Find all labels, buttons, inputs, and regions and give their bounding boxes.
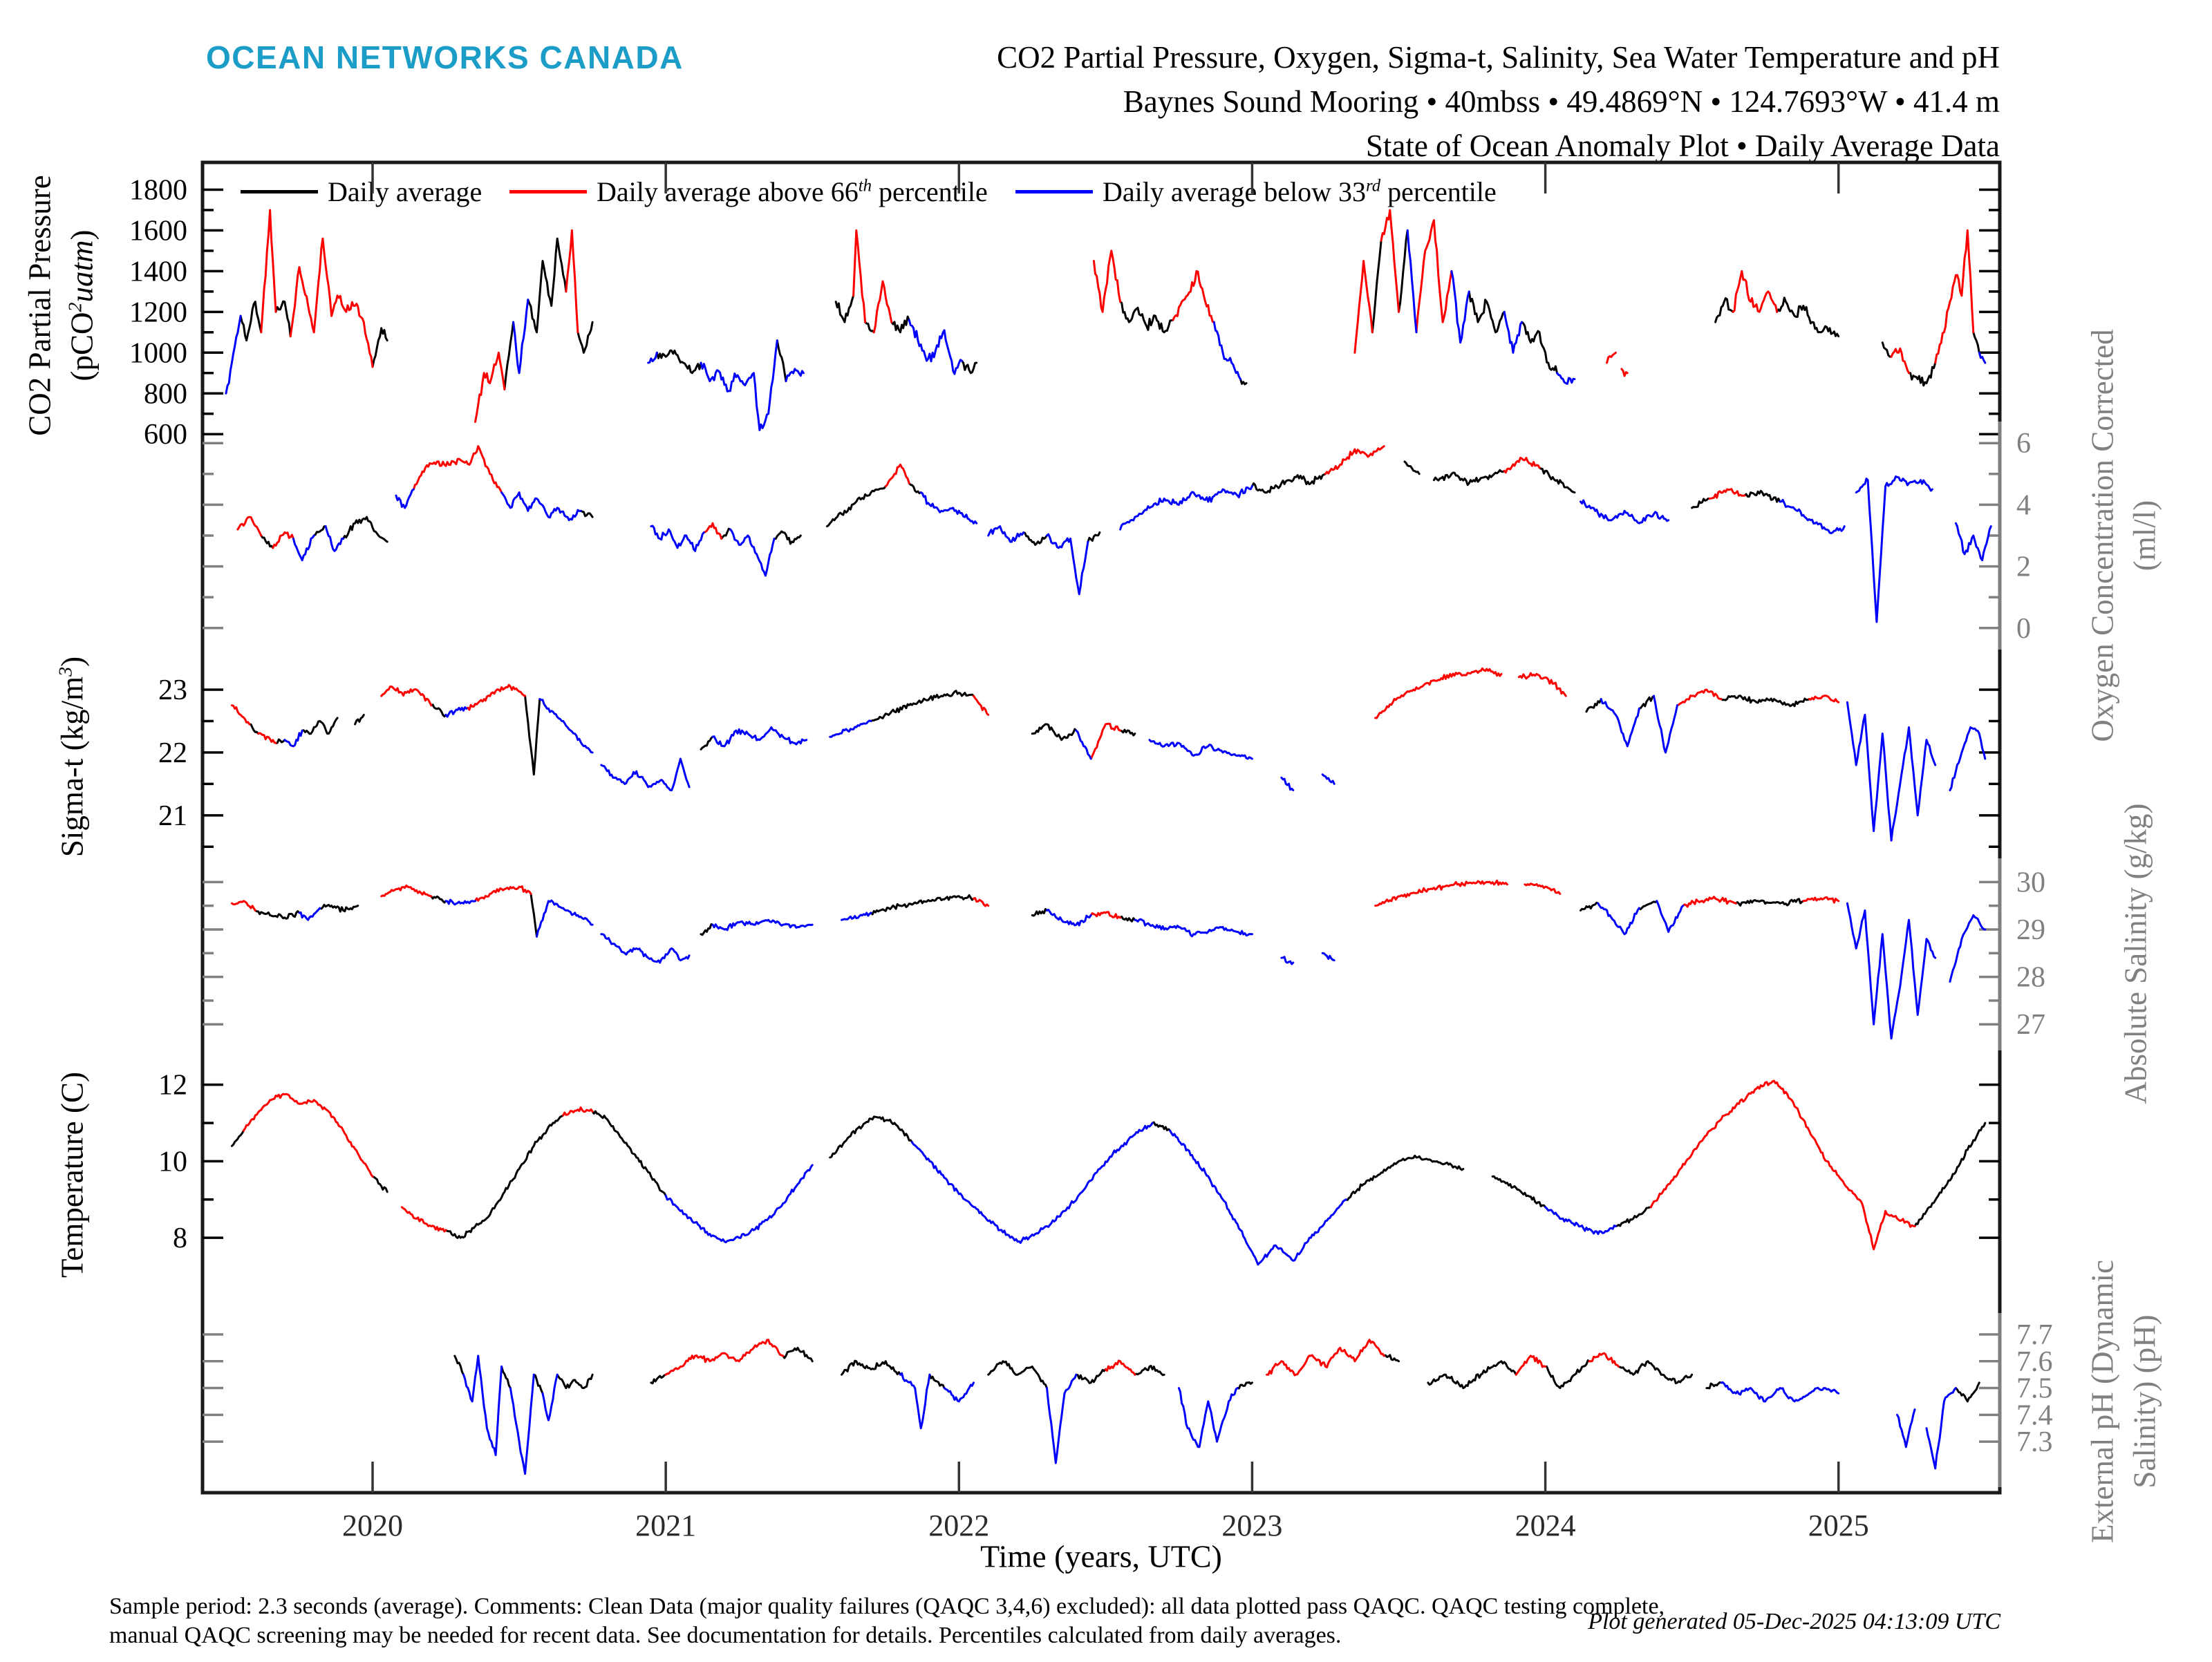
legend-item-daily-average: Daily average (241, 176, 482, 208)
y-tick-label: 30 (2016, 867, 2045, 898)
y-tick-label: 8 (173, 1222, 187, 1254)
x-tick-label: 2025 (1808, 1509, 1869, 1542)
title-line-2: Baynes Sound Mooring • 40mbss • 49.4869°… (1123, 84, 2000, 119)
x-tick-label: 2024 (1515, 1509, 1576, 1542)
series-sigma-k (248, 690, 1810, 776)
series-o2-k (260, 460, 1781, 549)
y-tick-label: 2 (2016, 551, 2031, 583)
onc-logo: OCEAN NETWORKS CANADA (206, 39, 684, 75)
y-tick-label: 12 (158, 1070, 187, 1102)
y-tick-label: 600 (144, 419, 187, 451)
y-tick-label: 7.7 (2016, 1319, 2053, 1351)
series-sal-b (298, 898, 1987, 1040)
x-tick-label: 2020 (342, 1509, 403, 1542)
y-tick-label: 28 (2016, 962, 2045, 994)
title-line-3: State of Ocean Anomaly Plot • Daily Aver… (1365, 128, 2000, 163)
series-o2-r (236, 445, 1746, 549)
legend-line-blue (1015, 190, 1093, 193)
y-tick-label: 7.4 (2016, 1399, 2053, 1431)
x-tick-label: 2021 (635, 1509, 696, 1542)
y-tick-label: 800 (144, 378, 187, 410)
legend-line-black (241, 190, 318, 193)
series-ph-r (664, 1339, 1620, 1377)
series-ph-b (462, 1354, 1957, 1475)
y-tick-label: 21 (158, 800, 187, 832)
legend-item-below-33rd: Daily average below 33rd percentile (1015, 176, 1497, 208)
y-tick-label: 7.5 (2016, 1373, 2053, 1405)
legend-line-red (509, 190, 587, 193)
y-tick-label: 0 (2016, 613, 2031, 645)
plot-generated-timestamp: Plot generated 05-Dec-2025 04:13:09 UTC (1588, 1609, 2000, 1634)
legend-item-above-66th: Daily average above 66th percentile (509, 176, 988, 208)
y-tick-label: 7.3 (2016, 1426, 2053, 1458)
series-temp-k (230, 1110, 1987, 1239)
footer-comments-line-1: Sample period: 2.3 seconds (average). Co… (109, 1594, 1665, 1619)
y-tick-label: 4 (2016, 489, 2031, 521)
series-sal-r (230, 879, 1840, 920)
title-line-1: CO2 Partial Pressure, Oxygen, Sigma-t, S… (997, 40, 2000, 75)
x-axis-label: Time (years, UTC) (980, 1538, 1222, 1574)
x-tick-label: 2023 (1221, 1509, 1282, 1542)
y-tick-label: 1600 (129, 215, 187, 247)
y-tick-label: 29 (2016, 914, 2045, 946)
series-o2-b (292, 475, 1992, 623)
series-co2-r (260, 209, 1975, 423)
series-ph-k (453, 1346, 1980, 1403)
y-tick-label: 22 (158, 737, 187, 769)
x-tick-label: 2022 (928, 1509, 989, 1542)
footer-comments-line-2: manual QAQC screening may be needed for … (109, 1623, 1342, 1648)
plot-frame (200, 160, 2002, 1495)
y-tick-label: 7.6 (2016, 1346, 2053, 1378)
series-temp-r (242, 1079, 1916, 1251)
legend-label: Daily average below 33rd percentile (1103, 176, 1497, 207)
legend-label: Daily average (328, 176, 482, 207)
legend-label: Daily average above 66th percentile (597, 176, 988, 207)
y-tick-label: 1400 (129, 256, 187, 287)
y-tick-label: 10 (158, 1146, 187, 1178)
series-sal-k (254, 893, 1805, 938)
series-co2-b (225, 229, 1987, 431)
series-temp-b (664, 1122, 1617, 1266)
series-co2-k (239, 229, 1980, 390)
y-tick-label: 1000 (129, 337, 187, 369)
y-tick-label: 6 (2016, 428, 2031, 460)
y-tick-label: 27 (2016, 1009, 2045, 1041)
series-sigma-b (283, 695, 1987, 842)
y-tick-label: 1200 (129, 296, 187, 328)
y-tick-label: 1800 (129, 174, 187, 206)
plot-title: CO2 Partial Pressure, Oxygen, Sigma-t, S… (997, 36, 2000, 169)
series-sigma-r (230, 667, 1840, 760)
y-tick-label: 23 (158, 674, 187, 706)
